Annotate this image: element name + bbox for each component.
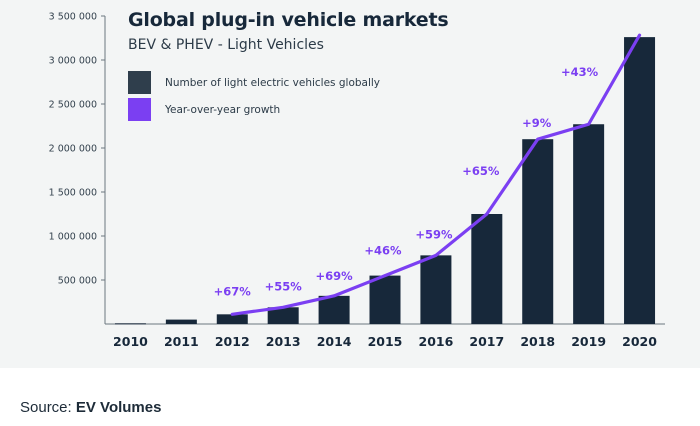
- bar-2013: [267, 307, 299, 324]
- legend-item-bars: Number of light electric vehicles global…: [128, 71, 380, 94]
- x-tick-label: 2018: [520, 334, 555, 349]
- bar-2011: [165, 319, 197, 324]
- legend-item-growth: Year-over-year growth: [128, 98, 280, 121]
- bar-2016: [420, 255, 452, 324]
- y-tick-label: 2 000 000: [49, 144, 97, 155]
- legend-label-bars: Number of light electric vehicles global…: [165, 76, 381, 89]
- chart-plot: 500 000 1 000 000 1 500 000 2 000 000 2 500 …: [49, 12, 665, 349]
- x-tick-label: 2016: [419, 334, 454, 349]
- legend-swatch-growth: [128, 98, 151, 121]
- bar-2019: [573, 124, 605, 325]
- growth-label-2012: +67%: [214, 284, 252, 298]
- x-tick-label: 2011: [164, 334, 199, 349]
- x-tick-label: 2015: [368, 334, 403, 349]
- source-label: Source:: [20, 399, 72, 416]
- y-tick-label: 2 500 000: [49, 100, 97, 111]
- y-tick-label: 500 000: [58, 276, 97, 287]
- bar-2012: [216, 314, 248, 324]
- growth-label-2013: +55%: [265, 279, 303, 293]
- legend-label-growth: Year-over-year growth: [165, 103, 281, 116]
- source-line: Source: EV Volumes: [20, 399, 161, 416]
- chart-title: Global plug-in vehicle markets: [128, 9, 449, 31]
- y-tick-label: 3 000 000: [49, 56, 97, 67]
- legend-swatch-bars: [128, 71, 151, 94]
- growth-label-2016: +59%: [415, 227, 453, 241]
- chart-subtitle: BEV & PHEV - Light Vehicles: [128, 37, 324, 53]
- y-tick-label: 1 500 000: [49, 188, 97, 199]
- growth-label-2014: +69%: [316, 269, 354, 283]
- bar-2017: [471, 214, 503, 324]
- x-tick-label: 2020: [622, 334, 657, 349]
- bar-2010: [114, 323, 146, 325]
- x-tick-label: 2017: [469, 334, 504, 349]
- bar-2014: [318, 295, 350, 324]
- x-tick-label: 2010: [113, 334, 148, 349]
- growth-label-2017: +65%: [462, 164, 500, 178]
- y-tick-label: 3 500 000: [49, 12, 97, 23]
- growth-line: [230, 33, 642, 316]
- bar-2015: [369, 275, 401, 324]
- growth-label-2015: +46%: [364, 244, 402, 258]
- x-tick-label: 2019: [571, 334, 606, 349]
- y-tick-label: 1 000 000: [49, 232, 97, 243]
- source-name: EV Volumes: [75, 399, 162, 416]
- x-tick-label: 2014: [317, 334, 352, 349]
- x-tick-label: 2013: [266, 334, 301, 349]
- x-tick-label: 2012: [215, 334, 250, 349]
- bar-2020: [624, 37, 656, 325]
- growth-label-2018: +9%: [522, 116, 552, 130]
- growth-label-2019: +43%: [561, 65, 599, 79]
- bar-2018: [522, 139, 554, 324]
